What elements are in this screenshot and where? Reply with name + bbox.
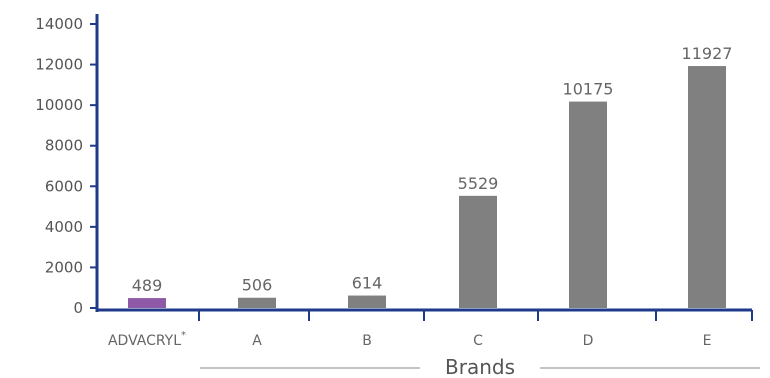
category-label-d: D	[583, 333, 594, 349]
y-tick-label: 10000	[35, 96, 83, 114]
y-tick-label: 8000	[45, 137, 83, 155]
bar-d	[569, 101, 607, 308]
y-tick-label: 14000	[35, 15, 83, 33]
category-label-e: E	[703, 333, 712, 349]
bars	[128, 66, 726, 309]
y-tick-label: 0	[73, 299, 83, 317]
data-label-advacryl: 489	[132, 276, 163, 295]
category-superscript: *	[181, 330, 186, 341]
bar-c	[459, 195, 497, 308]
bar-b	[348, 295, 386, 308]
data-label-a: 506	[242, 276, 273, 295]
y-tick-label: 2000	[45, 258, 83, 276]
data-label-d: 10175	[563, 80, 614, 99]
y-tick-label: 12000	[35, 56, 83, 74]
data-label-b: 614	[352, 274, 383, 293]
category-label-advacryl: ADVACRYL*	[108, 330, 186, 349]
x-axis-ticks	[198, 310, 753, 321]
y-tick-label: 6000	[45, 177, 83, 195]
y-axis-ticks: 0 2000 4000 6000 8000 10000 12000 14000	[35, 15, 97, 317]
category-name: E	[703, 333, 712, 349]
bar-a	[238, 297, 276, 308]
category-name: C	[473, 333, 483, 349]
category-name: B	[362, 333, 372, 349]
data-label-e: 11927	[682, 44, 733, 63]
category-name: ADVACRYL	[108, 333, 181, 349]
data-label-c: 5529	[458, 174, 499, 193]
category-label-a: A	[252, 333, 262, 349]
x-axis-title: Brands	[445, 355, 515, 378]
data-labels: 489 506 614 5529 10175 11927	[132, 44, 733, 295]
category-labels: ADVACRYL* A B C D E	[108, 330, 711, 349]
category-name: A	[252, 333, 262, 349]
y-tick-label: 4000	[45, 218, 83, 236]
category-name: D	[583, 333, 594, 349]
bar-advacryl	[128, 298, 166, 308]
category-label-c: C	[473, 333, 483, 349]
category-label-b: B	[362, 333, 372, 349]
bar-e	[688, 66, 726, 309]
